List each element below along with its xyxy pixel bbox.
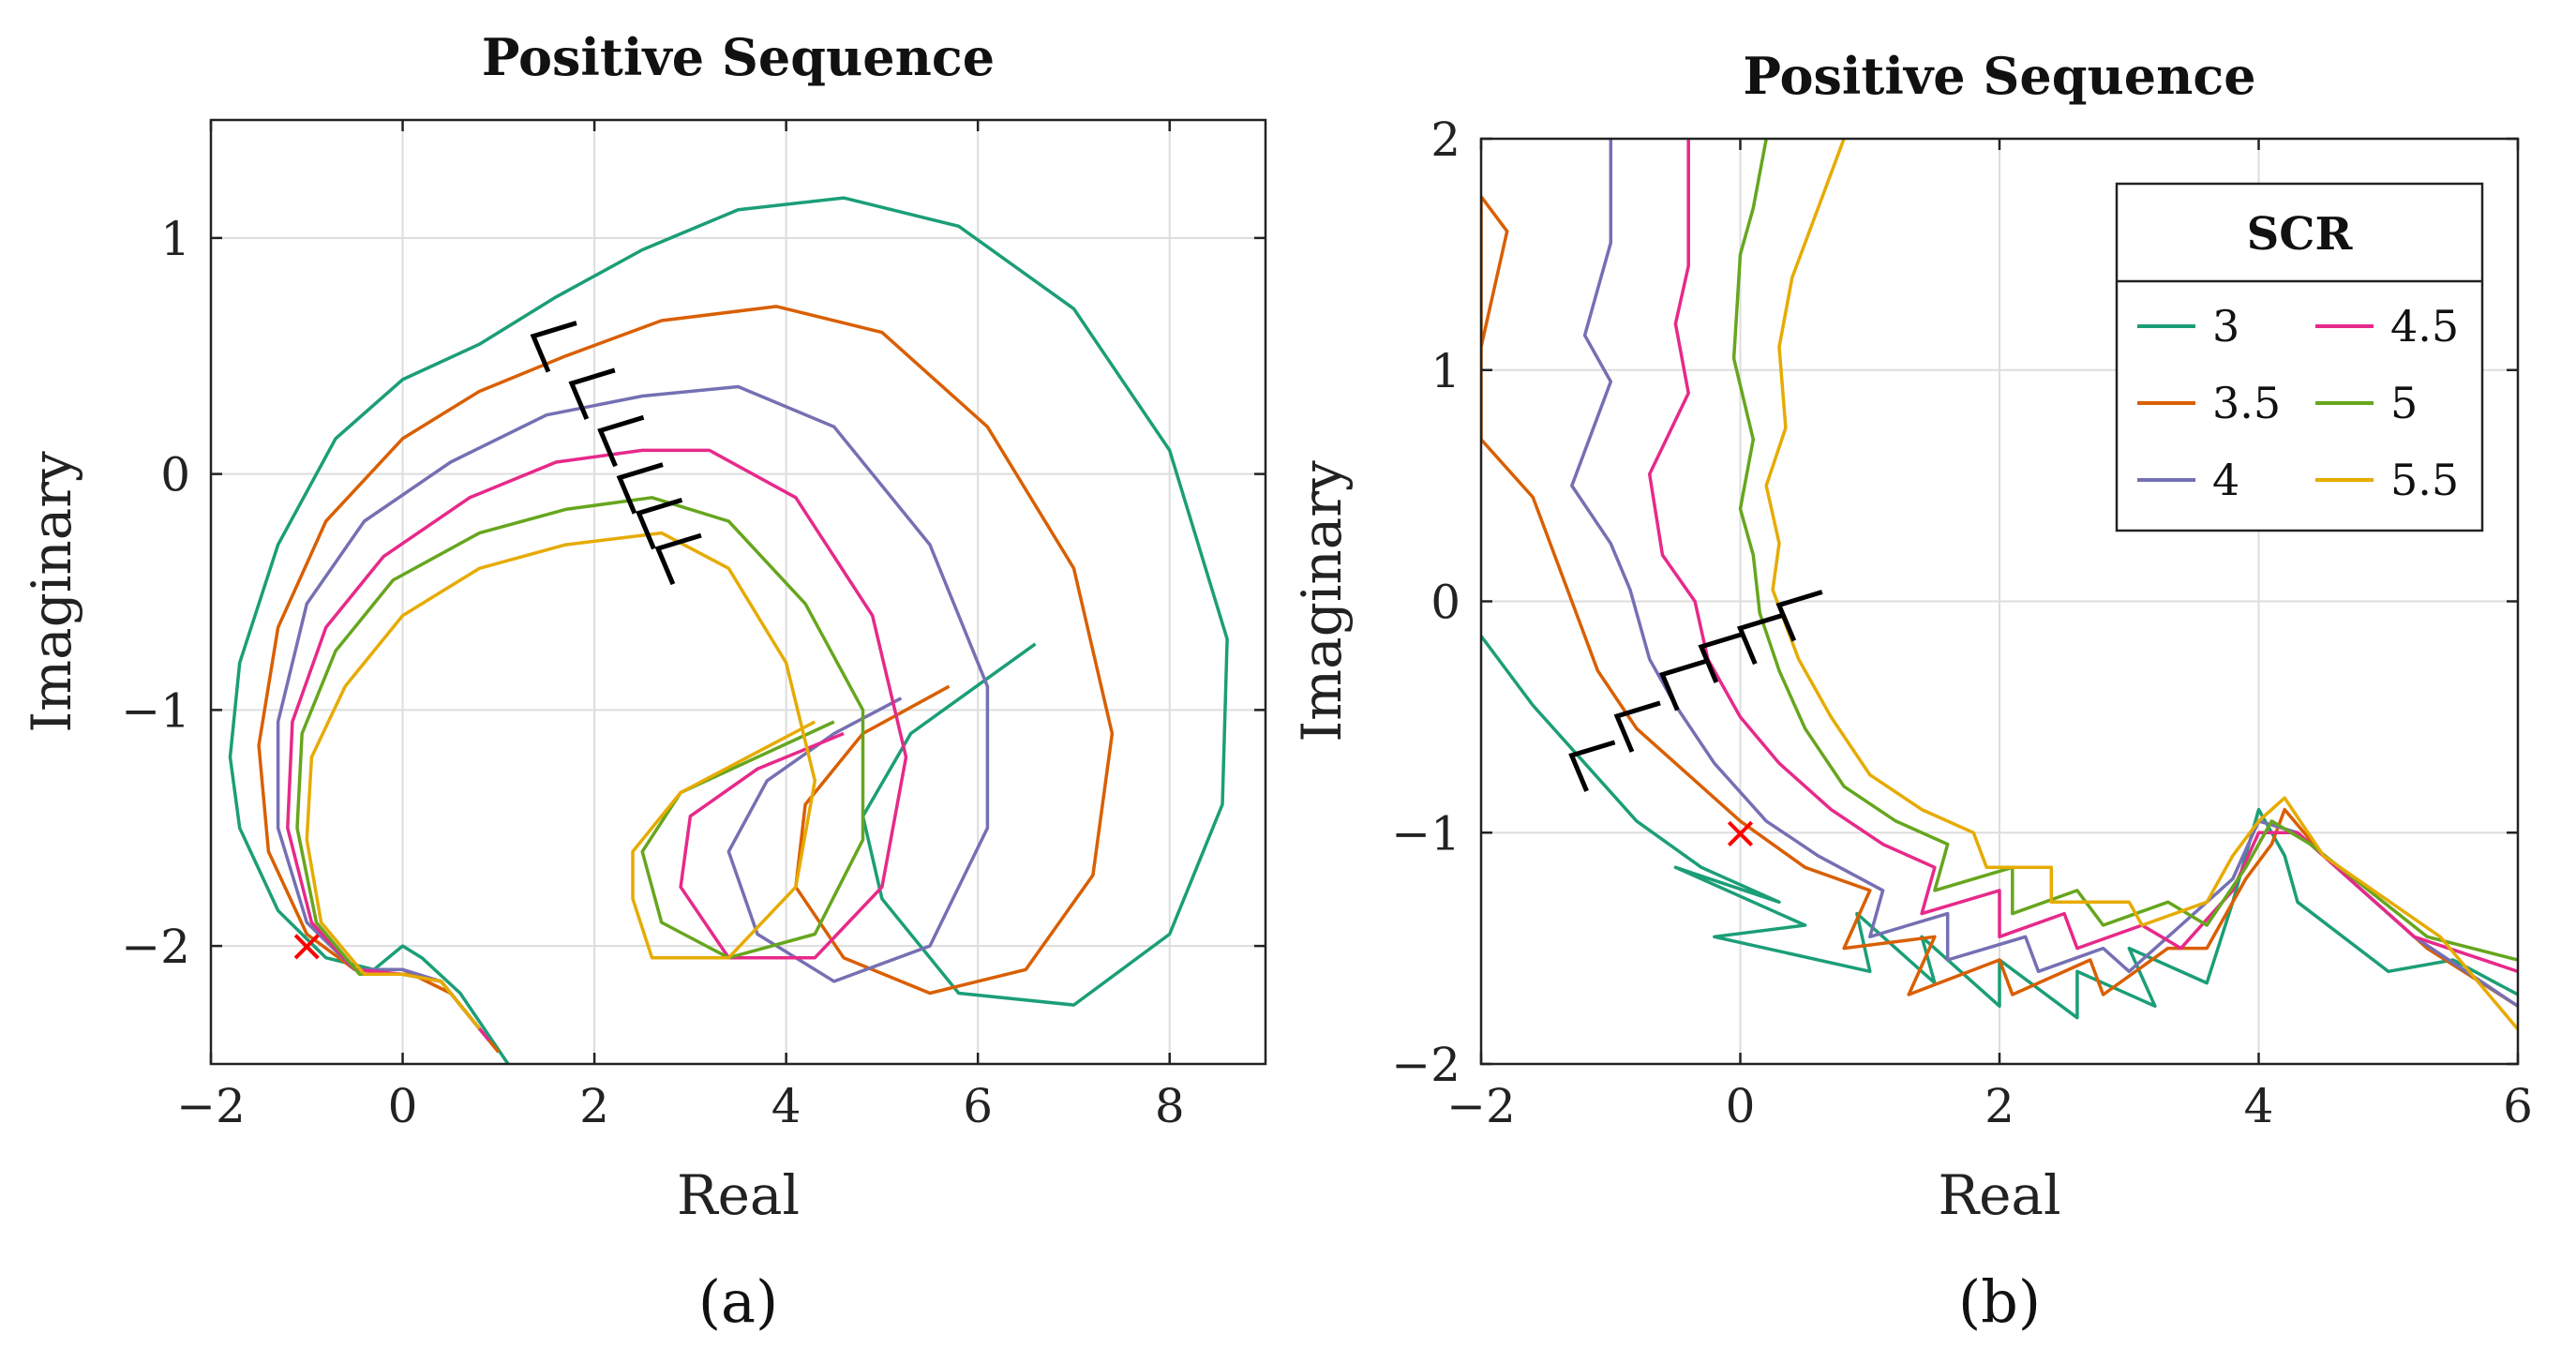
direction-arrow-4_5	[1698, 631, 1745, 683]
series-line-5	[295, 496, 865, 1030]
x-tick-label: 2	[1984, 1079, 2014, 1133]
legend-label-3: 3	[2212, 301, 2239, 352]
critical-point-marker: ×	[288, 920, 325, 972]
series-line-3	[228, 196, 1229, 1064]
series-line-4	[1570, 139, 2518, 1008]
direction-arrow-4	[597, 414, 645, 468]
series-line-5_5	[1764, 139, 2518, 1031]
chart-b: × −2 0 2 4 6 −2 −1 0 1 2 Positive Sequence Real Imagi…	[1290, 46, 2533, 1336]
direction-arrow-4	[1659, 659, 1707, 711]
y-tick-label: −1	[1391, 806, 1460, 861]
y-tick-label: 0	[1430, 576, 1460, 630]
legend-label-4_5: 4.5	[2390, 301, 2459, 352]
y-axis-label: Imaginary	[1290, 460, 1354, 742]
x-tick-label: −2	[1446, 1079, 1516, 1133]
series-line-3_5	[1481, 194, 2518, 1008]
x-tick-label: 0	[1726, 1079, 1756, 1133]
series-line-3_5	[257, 305, 1115, 1054]
direction-arrow-4_5	[616, 462, 664, 515]
series-line-4_5	[1647, 139, 2518, 973]
legend-title: SCR	[2247, 208, 2354, 261]
y-tick-label: −2	[1391, 1038, 1460, 1092]
direction-arrow-5_5	[1775, 590, 1823, 642]
plot-area	[228, 196, 1229, 1064]
chart-title: Positive Sequence	[482, 27, 995, 87]
legend-box	[2115, 182, 2484, 532]
plot-area	[1481, 139, 2518, 1031]
x-tick-label: 2	[579, 1079, 609, 1133]
legend-label-3_5: 3.5	[2212, 378, 2281, 428]
chart-a: × −2 0 2 4 6 8 −2 −1 0 1 Positive Sequence Real Imagi…	[20, 27, 1267, 1336]
legend-label-4: 4	[2212, 455, 2239, 505]
y-tick-label: 0	[160, 448, 190, 502]
y-tick-label: 1	[1430, 344, 1460, 398]
x-tick-label: 8	[1155, 1079, 1185, 1133]
direction-arrow-5_5	[654, 532, 702, 586]
y-tick-label: −2	[121, 920, 190, 974]
x-tick-label: 6	[2503, 1079, 2533, 1133]
x-tick-label: 6	[963, 1079, 993, 1133]
axes-frame	[209, 118, 1267, 1066]
x-axis-label: Real	[1938, 1163, 2060, 1227]
legend-label-5: 5	[2390, 378, 2418, 428]
x-tick-label: 4	[2244, 1079, 2274, 1133]
x-axis-label: Real	[677, 1163, 800, 1227]
critical-point-marker: ×	[1721, 806, 1759, 859]
legend-label-5_5: 5.5	[2390, 455, 2459, 505]
direction-arrow-3_5	[1613, 700, 1661, 753]
x-tick-label: 4	[771, 1079, 801, 1133]
panel-label: (a)	[698, 1267, 778, 1336]
series-line-5	[1731, 139, 2518, 962]
series-line-4	[276, 384, 990, 1041]
x-tick-label: 0	[388, 1079, 418, 1133]
direction-arrow-5	[1736, 612, 1785, 666]
direction-arrow-3	[530, 321, 577, 373]
x-tick-label: −2	[176, 1079, 246, 1133]
direction-arrow-3	[1568, 740, 1616, 792]
y-tick-label: −1	[121, 683, 190, 738]
direction-arrow-3_5	[568, 367, 616, 420]
panel-label: (b)	[1958, 1267, 2041, 1336]
series-line-3	[1481, 635, 2518, 1020]
y-tick-label: 1	[160, 212, 190, 266]
series-line-4_5	[286, 448, 908, 1041]
chart-title: Positive Sequence	[1743, 46, 2255, 106]
y-axis-label: Imaginary	[20, 451, 83, 733]
series-line-5_5	[305, 531, 817, 1030]
direction-arrow-5	[636, 497, 683, 550]
y-tick-label: 2	[1430, 112, 1460, 167]
